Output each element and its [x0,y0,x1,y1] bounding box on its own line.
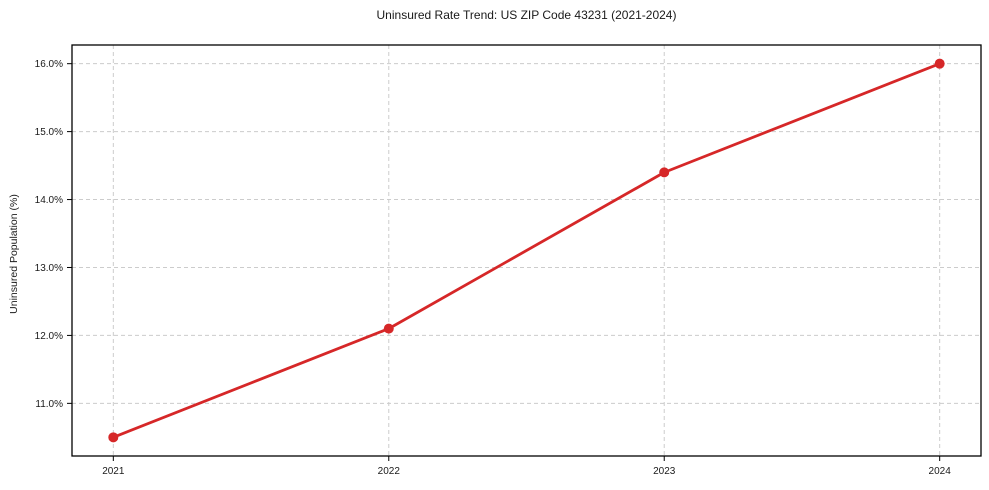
x-tick-label: 2021 [102,466,125,477]
x-tick-label: 2023 [653,466,676,477]
x-tick-label: 2024 [929,466,952,477]
plot-border [71,44,982,457]
y-tick-label: 14.0% [35,195,63,206]
y-tick-label: 11.0% [35,399,63,410]
trend-line [111,62,942,439]
chart-title: Uninsured Rate Trend: US ZIP Code 43231 … [376,8,677,22]
x-tick-label: 2022 [378,466,401,477]
data-point-2021 [108,432,119,443]
data-point-2023 [659,167,670,178]
data-point-2022 [383,323,394,334]
y-tick-label: 15.0% [35,127,63,138]
y-tick-label: 12.0% [35,331,63,342]
y-tick-label: 13.0% [35,263,63,274]
data-point-2024 [934,58,945,69]
y-tick-label: 16.0% [35,59,63,70]
